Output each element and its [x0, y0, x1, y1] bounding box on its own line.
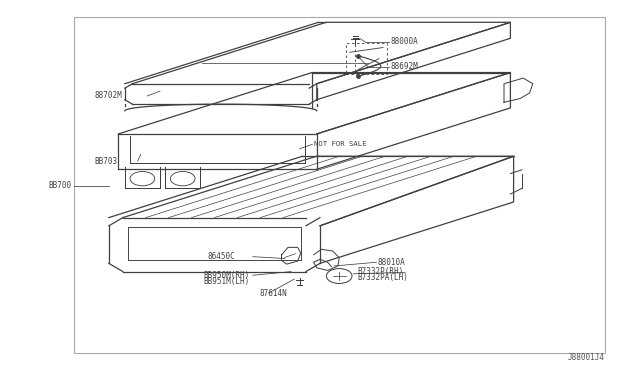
Text: 88692M: 88692M: [390, 62, 418, 71]
Text: BB951M(LH): BB951M(LH): [204, 277, 250, 286]
Text: BB703: BB703: [95, 157, 118, 166]
Text: B7332P(RH): B7332P(RH): [357, 267, 403, 276]
Text: J88001J4: J88001J4: [568, 353, 605, 362]
Text: 88000A: 88000A: [390, 37, 418, 46]
Text: 86450C: 86450C: [208, 252, 236, 261]
Text: B7332PA(LH): B7332PA(LH): [357, 273, 408, 282]
Text: BB700: BB700: [48, 182, 71, 190]
Text: 88702M: 88702M: [95, 92, 122, 100]
Text: NOT FOR SALE: NOT FOR SALE: [314, 141, 366, 147]
Text: BB950M(RH): BB950M(RH): [204, 271, 250, 280]
Text: 88010A: 88010A: [378, 258, 405, 267]
Text: 87614N: 87614N: [259, 289, 287, 298]
Bar: [74, 17, 605, 353]
